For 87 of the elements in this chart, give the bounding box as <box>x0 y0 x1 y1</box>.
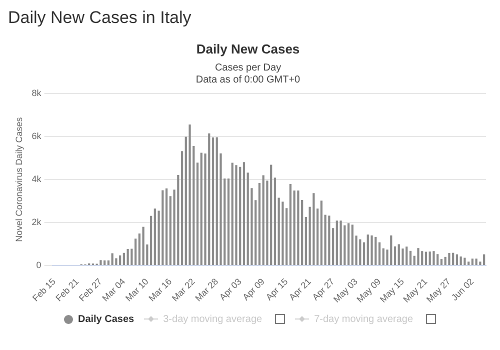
bar <box>262 175 264 265</box>
bar <box>362 242 366 265</box>
text: Data as of 0:00 GMT+0 <box>196 74 301 86</box>
bar <box>456 254 458 265</box>
x-tick-label: Jun 02 <box>449 276 476 303</box>
y-tick-label: 6k <box>32 131 42 142</box>
y-tick-label: 8k <box>32 88 42 98</box>
y-tick-label: 0 <box>36 260 42 270</box>
bar <box>122 252 126 265</box>
bar <box>177 175 180 265</box>
bar <box>239 166 242 265</box>
bar <box>119 255 122 265</box>
bar <box>212 137 214 265</box>
bar <box>100 260 102 265</box>
bar <box>398 244 400 265</box>
bar <box>154 208 156 265</box>
y-tick-label: 2k <box>32 217 42 228</box>
bar <box>274 178 276 265</box>
bar <box>448 253 450 265</box>
bar <box>242 162 246 265</box>
bar <box>235 165 238 265</box>
bar <box>208 133 210 265</box>
bar <box>289 184 292 265</box>
x-tick-label: Apr 21 <box>287 276 313 302</box>
bar <box>424 252 428 265</box>
bar <box>293 190 296 265</box>
bar <box>297 190 300 265</box>
y-axis-title: Novel Coronavirus Daily Cases <box>14 116 24 242</box>
bar <box>104 260 106 265</box>
bar <box>421 251 424 265</box>
bar <box>417 248 420 265</box>
bar <box>366 234 369 265</box>
bar <box>440 259 443 265</box>
bar <box>374 236 377 265</box>
bar <box>126 248 129 265</box>
bar <box>483 254 486 265</box>
bar <box>231 162 234 265</box>
bar <box>227 178 230 265</box>
bar <box>340 220 342 265</box>
bar <box>134 238 137 265</box>
bar <box>316 208 319 265</box>
bar <box>394 246 396 265</box>
bar <box>475 258 478 265</box>
bar <box>150 216 152 265</box>
bar <box>390 235 392 265</box>
bar <box>312 193 315 265</box>
bar <box>200 152 202 265</box>
bar <box>428 252 431 265</box>
bar <box>370 235 373 265</box>
chart-title: Daily New Cases in Italy <box>7 7 192 29</box>
bar <box>378 242 381 265</box>
bar <box>436 254 439 265</box>
bar <box>216 137 218 265</box>
bar <box>188 124 191 265</box>
bar <box>460 256 462 265</box>
text: Cases per Day <box>214 62 282 74</box>
chart-subtitle: Daily New Cases <box>196 41 300 56</box>
legend-label: Daily Cases <box>76 314 134 324</box>
bar <box>409 250 412 265</box>
bar <box>328 216 330 265</box>
bar <box>464 258 466 265</box>
bar <box>270 164 272 265</box>
bar <box>351 224 354 265</box>
bar <box>452 252 454 265</box>
bar <box>142 226 144 265</box>
bar <box>258 182 261 265</box>
bar <box>468 262 470 265</box>
bar <box>278 198 280 265</box>
bar <box>162 190 164 265</box>
bar <box>107 260 110 265</box>
bar <box>180 151 184 265</box>
bar <box>444 256 446 265</box>
y-tick-label: 4k <box>32 174 42 184</box>
bar <box>347 223 350 265</box>
bar <box>196 162 199 265</box>
bar <box>320 200 322 265</box>
bar <box>336 220 338 265</box>
bar <box>382 248 384 265</box>
bar <box>359 239 362 265</box>
bar <box>282 202 284 265</box>
bar <box>165 188 168 265</box>
bar <box>432 251 435 265</box>
bar <box>246 172 249 265</box>
bar <box>332 228 334 265</box>
bar <box>406 246 408 265</box>
bar <box>111 253 114 265</box>
bar <box>471 258 474 265</box>
